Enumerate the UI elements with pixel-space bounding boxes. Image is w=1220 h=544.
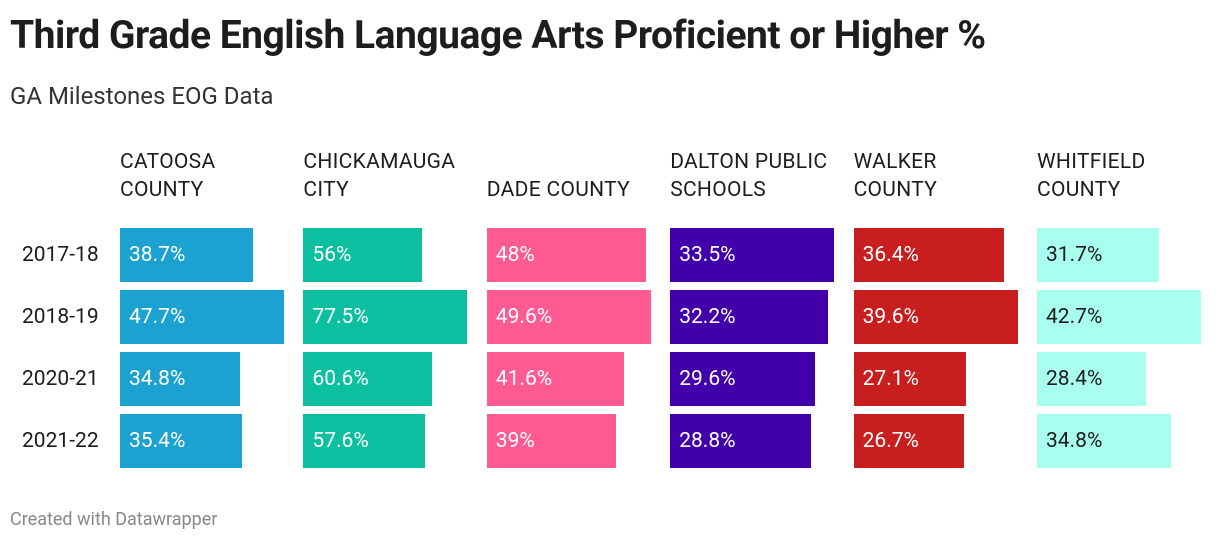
value-label: 35.4% [129, 429, 186, 453]
panel-title: DADE COUNTY [486, 178, 631, 202]
bar: 48% [486, 228, 646, 282]
bar: 47.7% [120, 290, 284, 344]
value-label: 27.1% [862, 367, 919, 391]
row-label: 2018-19 [22, 305, 99, 329]
bar: 34.8% [120, 352, 240, 406]
bar: 26.7% [853, 414, 965, 468]
bar: 38.7% [120, 228, 254, 282]
chart-title: Third Grade English Language Arts Profic… [10, 12, 986, 58]
credit: Created with Datawrapper [10, 509, 218, 530]
bar: 36.4% [853, 228, 1005, 282]
value-label: 56% [312, 243, 352, 267]
value-label: 31.7% [1046, 243, 1103, 267]
value-label: 48% [495, 243, 535, 267]
bar: 28.8% [670, 414, 812, 468]
value-label: 34.8% [129, 367, 186, 391]
row-label: 2017-18 [22, 243, 99, 267]
bar: 34.8% [1037, 414, 1171, 468]
row-label: 2020-21 [22, 367, 99, 391]
value-label: 38.7% [129, 243, 186, 267]
bar: 56% [303, 228, 422, 282]
bar: 49.6% [486, 290, 651, 344]
bar: 31.7% [1037, 228, 1159, 282]
value-label: 77.5% [312, 305, 369, 329]
panel-title: DALTON PUBLIC SCHOOLS [670, 150, 828, 202]
bar: 32.2% [670, 290, 828, 344]
value-label: 47.7% [129, 305, 186, 329]
value-label: 42.7% [1046, 305, 1103, 329]
value-label: 28.4% [1046, 367, 1103, 391]
value-label: 34.8% [1046, 429, 1103, 453]
panel-title: WHITFIELD COUNTY [1037, 150, 1146, 202]
bar: 29.6% [670, 352, 816, 406]
value-label: 60.6% [312, 367, 369, 391]
panel-title: CATOOSA COUNTY [120, 150, 216, 202]
bar: 39.6% [853, 290, 1018, 344]
value-label: 33.5% [679, 243, 736, 267]
panel-title: CHICKAMAUGA CITY [303, 150, 456, 202]
value-label: 36.4% [862, 243, 919, 267]
chart-subtitle: GA Milestones EOG Data [10, 82, 274, 110]
bar: 27.1% [853, 352, 966, 406]
bar: 41.6% [486, 352, 625, 406]
value-label: 28.8% [679, 429, 736, 453]
panel-title: WALKER COUNTY [853, 150, 938, 202]
value-label: 57.6% [312, 429, 369, 453]
bar: 42.7% [1037, 290, 1201, 344]
bar: 60.6% [303, 352, 432, 406]
row-label: 2021-22 [22, 429, 99, 453]
value-label: 26.7% [862, 429, 919, 453]
value-label: 49.6% [495, 305, 553, 329]
value-label: 39.6% [862, 305, 919, 329]
bar: 77.5% [303, 290, 468, 344]
bar: 57.6% [303, 414, 426, 468]
value-label: 32.2% [679, 305, 736, 329]
bar: 39% [486, 414, 616, 468]
bar: 33.5% [670, 228, 835, 282]
value-label: 29.6% [679, 367, 736, 391]
bar: 35.4% [120, 414, 242, 468]
value-label: 41.6% [495, 367, 553, 391]
bar: 28.4% [1037, 352, 1147, 406]
value-label: 39% [495, 429, 535, 453]
